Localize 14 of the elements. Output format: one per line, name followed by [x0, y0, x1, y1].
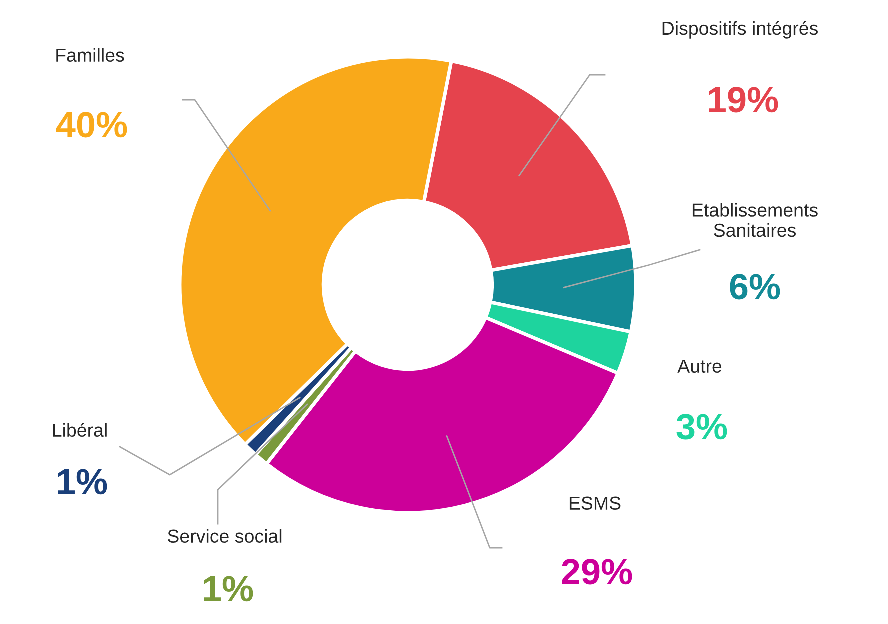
data-label: 6%	[730, 274, 780, 300]
slice-label: Service social	[168, 529, 282, 544]
data-label: 3%	[676, 414, 728, 440]
slice-label: Familles	[56, 48, 124, 62]
slice-label: Etablissements Sanitaires	[692, 203, 818, 238]
data-label: 1%	[58, 469, 108, 495]
slice-label: Dispositifs intégrés	[662, 21, 818, 39]
slice-label: ESMS	[570, 496, 621, 510]
slice-label: Autre	[678, 360, 722, 374]
slice-label: Libéral	[53, 423, 107, 438]
data-label: 19%	[709, 87, 778, 113]
data-label: 29%	[562, 559, 632, 585]
data-label: 1%	[204, 576, 254, 602]
data-label: 40%	[56, 112, 128, 138]
